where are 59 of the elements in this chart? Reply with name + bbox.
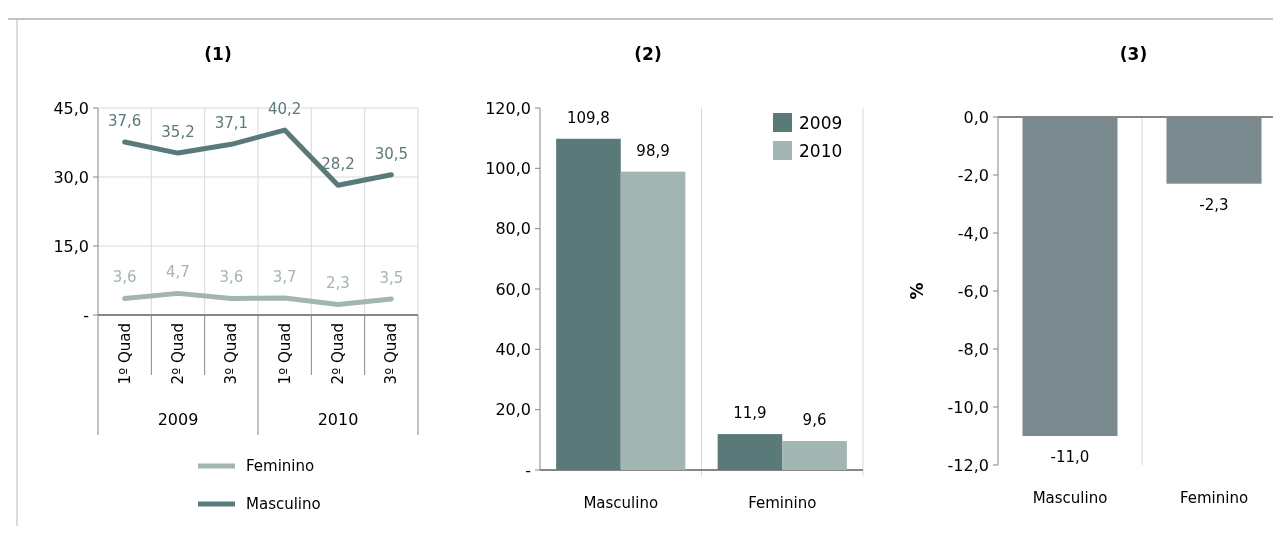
y-tick-label: 120,0 (485, 98, 531, 118)
x-tick-label: Feminino (748, 494, 817, 512)
y-tick-label: -8,0 (957, 339, 989, 359)
x-tick-label: Feminino (1179, 489, 1249, 507)
text: 2010 (317, 410, 359, 429)
y-tick-label: -6,0 (957, 281, 989, 301)
data-label: 98,9 (636, 141, 670, 160)
text: 2009 (157, 410, 199, 429)
y-tick-label: - (525, 460, 531, 480)
y-tick-label: 0,0 (963, 107, 989, 127)
chart-title: (2) (634, 44, 662, 64)
y-tick-label: 60,0 (495, 279, 531, 299)
y-tick-label: -4,0 (957, 223, 989, 243)
x-tick-label: 3º Quad (222, 323, 241, 385)
bar (717, 434, 783, 470)
data-label: 40,2 (267, 100, 302, 119)
data-label: 2,3 (326, 274, 350, 293)
y-tick-label: 15,0 (53, 236, 89, 256)
y-tick-label: -10,0 (947, 397, 989, 417)
y-tick-label: -12,0 (947, 455, 989, 475)
legend-label: 2009 (799, 112, 843, 133)
data-label: 11,9 (733, 404, 767, 423)
data-label: -2,3 (1199, 195, 1229, 214)
x-tick-label: Masculino (1032, 489, 1108, 507)
y-tick-label: - (83, 305, 89, 325)
bar (620, 171, 686, 470)
data-label: 35,2 (161, 123, 195, 142)
data-label: 37,6 (107, 112, 142, 131)
x-tick-label: 1º Quad (115, 323, 134, 385)
x-tick-label: Masculino (583, 494, 659, 512)
chart-title: (3) (1119, 44, 1148, 64)
data-label: 3,7 (272, 267, 297, 286)
x-tick-label: 3º Quad (382, 323, 401, 385)
x-tick-label: 2º Quad (169, 323, 187, 385)
chart-title: (1) (204, 44, 232, 64)
data-label: -11,0 (1050, 448, 1090, 466)
data-label: 3,6 (219, 268, 244, 287)
y-axis-title: % (907, 282, 927, 300)
legend-label: Feminino (246, 457, 315, 476)
x-tick-label: 2º Quad (329, 323, 347, 385)
data-label: 9,6 (802, 411, 827, 430)
data-label: 30,5 (374, 144, 409, 163)
bar (782, 441, 847, 470)
y-tick-label: 40,0 (495, 339, 531, 359)
data-label: 3,5 (379, 268, 404, 287)
y-tick-label: -2,0 (957, 165, 989, 185)
y-tick-label: 30,0 (53, 167, 89, 187)
bar (556, 138, 621, 470)
data-label: 109,8 (566, 108, 610, 127)
y-tick-label: 45,0 (53, 98, 89, 118)
data-label: 28,2 (321, 155, 355, 174)
y-tick-label: 20,0 (495, 400, 531, 420)
data-label: 37,1 (214, 114, 249, 133)
x-tick-label: 1º Quad (275, 323, 294, 385)
legend-label: 2010 (799, 140, 843, 161)
y-tick-label: 100,0 (485, 158, 531, 178)
data-label: 3,6 (112, 268, 137, 287)
y-tick-label: 80,0 (495, 219, 531, 239)
data-label: 4,7 (166, 263, 190, 282)
